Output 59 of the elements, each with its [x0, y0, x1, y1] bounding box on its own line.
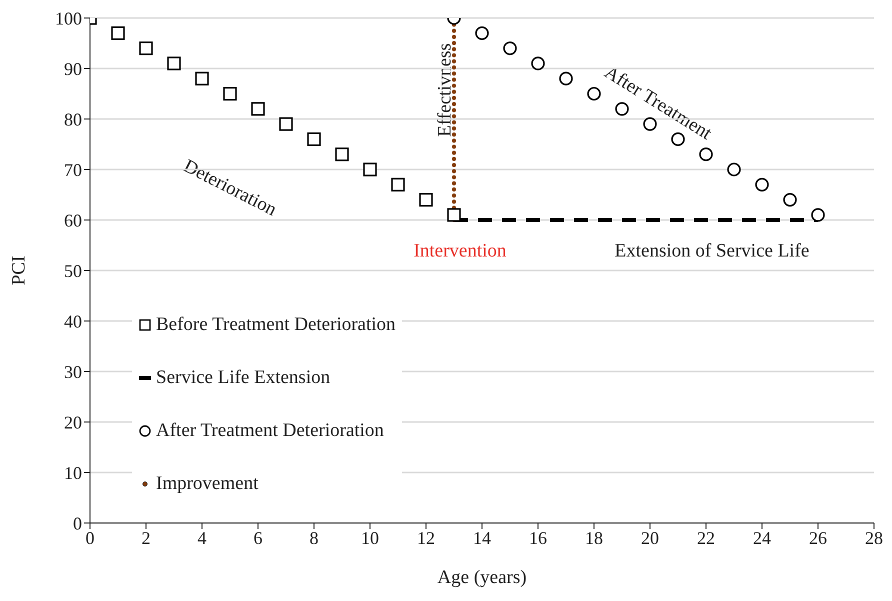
- x-tick-label: 26: [809, 528, 827, 548]
- point: [727, 162, 741, 176]
- y-tick-label: 20: [64, 412, 82, 432]
- annotation: Extension of Service Life: [614, 240, 810, 262]
- x-tick-label: 18: [585, 528, 603, 548]
- point: [559, 72, 573, 86]
- x-tick-label: 14: [473, 528, 491, 548]
- x-axis-title: Age (years): [437, 567, 527, 588]
- point: [307, 132, 321, 146]
- x-tick-label: 22: [697, 528, 715, 548]
- x-tick-label: 8: [310, 528, 318, 548]
- y-tick-label: 100: [55, 8, 82, 28]
- legend-label: Improvement: [156, 472, 258, 494]
- y-tick-label: 50: [64, 260, 82, 281]
- point: [111, 26, 125, 40]
- x-tick-label: 12: [417, 528, 435, 548]
- x-tick-label: 2: [142, 528, 150, 548]
- point: [251, 102, 265, 116]
- y-tick-label: 40: [64, 311, 82, 332]
- x-tick-label: 16: [529, 528, 547, 548]
- legend-label: Before Treatment Deterioration: [156, 314, 396, 336]
- x-tick-label: 24: [753, 528, 771, 548]
- point: [167, 56, 181, 70]
- point: [755, 178, 769, 192]
- x-tick-label: 6: [254, 528, 262, 548]
- y-tick-label: 90: [64, 58, 82, 79]
- y-tick-label: 30: [64, 362, 82, 382]
- y-tick-label: 0: [73, 513, 82, 534]
- point: [587, 86, 601, 101]
- point: [531, 56, 545, 70]
- x-tick-label: 4: [198, 528, 206, 548]
- point: [195, 72, 209, 86]
- point: [223, 86, 237, 101]
- point: [447, 208, 461, 222]
- point: [391, 178, 405, 192]
- point: [475, 26, 489, 40]
- point: [335, 148, 349, 162]
- y-axis-title: PCI: [8, 256, 30, 286]
- y-tick-label: 80: [64, 109, 82, 130]
- point: [139, 42, 153, 56]
- point: [363, 162, 377, 176]
- point: [615, 102, 629, 116]
- point: [279, 117, 293, 131]
- y-tick-label: 10: [64, 462, 82, 483]
- legend-label: Service Life Extension: [156, 366, 330, 388]
- point: [699, 148, 713, 162]
- x-tick-label: 20: [641, 528, 659, 548]
- point: [419, 193, 433, 207]
- y-tick-label: 60: [64, 210, 82, 230]
- x-tick-label: 10: [361, 528, 379, 548]
- point: [811, 208, 825, 222]
- y-tick-label: 70: [64, 160, 82, 180]
- annotation: Effectivness: [434, 43, 456, 137]
- x-tick-label: 28: [865, 528, 883, 548]
- point: [783, 193, 797, 207]
- legend-label: After Treatment Deterioration: [156, 420, 384, 442]
- annotation: Intervention: [414, 240, 507, 262]
- x-tick-label: 0: [86, 528, 94, 548]
- point: [503, 42, 517, 56]
